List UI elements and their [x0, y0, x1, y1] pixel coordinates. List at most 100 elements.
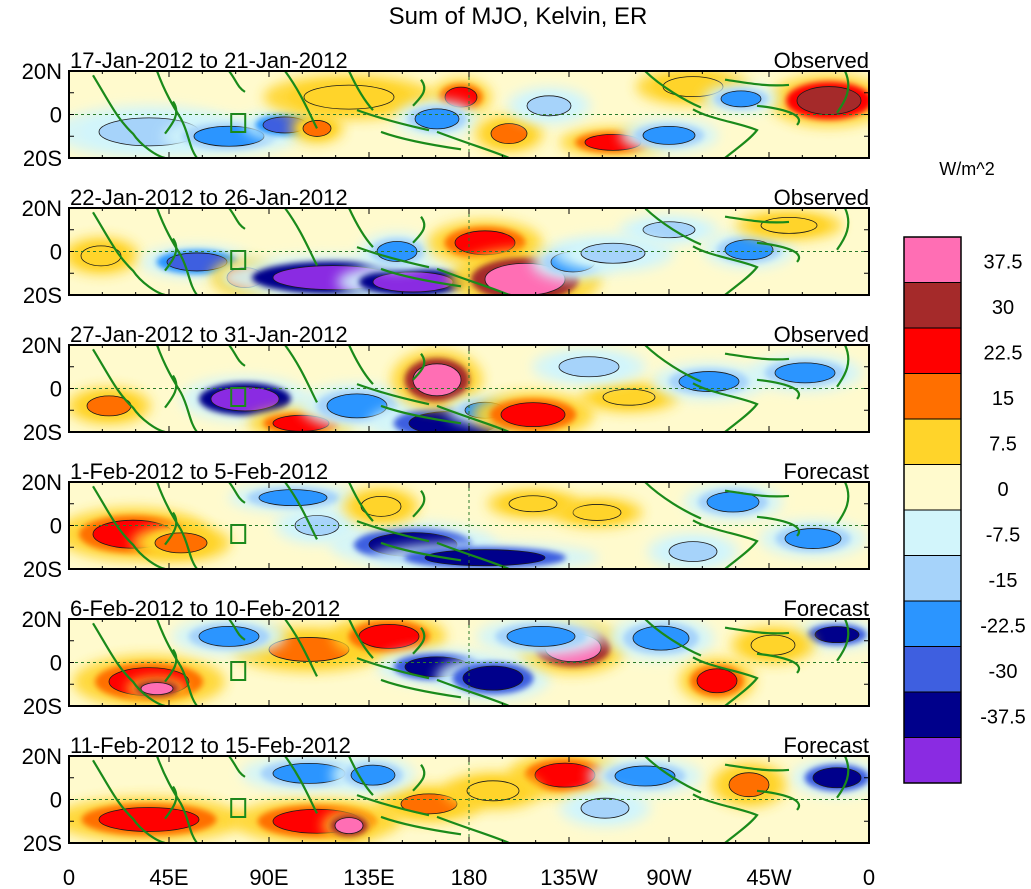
coastline — [157, 71, 197, 158]
colorbar-level: -37.5 — [980, 707, 1026, 729]
field-core — [572, 504, 622, 521]
field-core — [258, 489, 328, 507]
colorbar-level: 0 — [997, 479, 1008, 501]
coastline — [229, 619, 245, 640]
colorbar-swatch — [903, 737, 962, 784]
colorbar-swatch — [903, 555, 962, 602]
colorbar-level: -30 — [989, 661, 1018, 683]
field-core — [490, 123, 528, 145]
lon-label: 180 — [451, 865, 488, 889]
field-core — [500, 402, 566, 428]
coastline — [229, 71, 245, 92]
colorbar-unit: W/m^2 — [939, 159, 994, 179]
lon-label: 90E — [249, 865, 288, 889]
lon-label: 135E — [343, 865, 394, 889]
coastline — [349, 345, 373, 384]
coastline — [165, 238, 176, 270]
coastline — [413, 628, 424, 654]
field-core — [462, 665, 524, 691]
field-core — [414, 108, 460, 130]
colorbar-level: 22.5 — [984, 343, 1023, 365]
field-core — [642, 125, 696, 145]
lat-label: 20N — [22, 333, 62, 358]
colorbar-swatch — [903, 373, 962, 420]
field-core — [558, 356, 620, 378]
lat-label: 0 — [50, 240, 62, 265]
coastline — [645, 619, 701, 656]
coastline — [757, 791, 799, 810]
lon-label: 45E — [149, 865, 188, 889]
colorbar-swatch — [903, 600, 962, 647]
coastline — [93, 760, 165, 843]
coastline — [693, 520, 757, 569]
field-core — [580, 797, 630, 819]
colorbar-level: 15 — [992, 388, 1014, 410]
field-core — [198, 626, 260, 647]
field-core — [303, 84, 395, 110]
coastline — [285, 482, 317, 539]
lat-label: 0 — [50, 514, 62, 539]
colorbar-level: 30 — [992, 297, 1014, 319]
colorbar-level: -15 — [989, 570, 1018, 592]
lat-label: 0 — [50, 651, 62, 676]
coastline — [645, 71, 701, 108]
map-panel: 20N 0 20S 27-Jan-2012 to 31-Jan-2012 Observe… — [22, 322, 870, 445]
panel-date: 22-Jan-2012 to 26-Jan-2012 — [70, 185, 348, 210]
field-core — [506, 626, 576, 647]
field-core — [814, 626, 860, 644]
coastline — [757, 243, 799, 262]
lat-label: 20S — [23, 420, 62, 445]
field-core — [602, 388, 656, 406]
colorbar: W/m^2 37.5 30 22.5 15 7.5 0 -7.5 -15 -22.5 -30 -37… — [903, 159, 1026, 784]
coastline — [165, 649, 176, 681]
coastline — [757, 654, 799, 673]
coastline — [757, 106, 799, 125]
map-panel: 20N 0 20S 11-Feb-2012 to 15-Feb-2012 Forecas… — [22, 733, 870, 856]
field-core — [632, 625, 690, 651]
field-core — [750, 634, 796, 656]
coastline — [165, 375, 176, 407]
field-core — [668, 541, 718, 562]
coastline — [93, 623, 165, 706]
coastline — [157, 208, 197, 295]
coastline — [725, 80, 789, 86]
panel-date: 1-Feb-2012 to 5-Feb-2012 — [70, 459, 328, 484]
coastline — [381, 817, 461, 834]
field-core — [784, 528, 842, 549]
field-core — [728, 772, 770, 798]
field-core — [678, 371, 740, 392]
coastline — [413, 354, 424, 380]
coastline — [381, 132, 461, 149]
lon-label: 0 — [63, 865, 75, 889]
field-core — [642, 221, 696, 239]
coastline — [437, 543, 509, 569]
lon-label: 0 — [863, 865, 875, 889]
coastline — [757, 517, 799, 536]
coastline — [725, 354, 789, 360]
coastline — [757, 380, 799, 399]
panel-type: Forecast — [783, 459, 869, 484]
coastline — [413, 765, 424, 791]
coastline — [165, 512, 176, 544]
panel-date: 27-Jan-2012 to 31-Jan-2012 — [70, 322, 348, 347]
coastline — [413, 80, 424, 106]
coastline — [645, 756, 701, 793]
coastline — [93, 486, 165, 569]
field-core — [412, 363, 462, 397]
longitude-axis: 0 45E 90E 135E 180 135W 90W 45W 0 — [63, 865, 875, 889]
coastline — [357, 110, 429, 130]
coastline — [437, 269, 509, 295]
coastline — [645, 208, 701, 245]
coastline — [157, 345, 197, 432]
field-core — [358, 624, 420, 649]
coastline — [437, 406, 509, 432]
coastline — [93, 349, 165, 432]
map-panel: 20N 0 20S 22-Jan-2012 to 26-Jan-2012 Observe… — [22, 185, 870, 308]
coastline — [837, 71, 848, 113]
field-core — [696, 668, 738, 694]
colorbar-swatch — [903, 646, 962, 693]
coastline — [285, 619, 317, 676]
anomaly-field — [69, 619, 869, 706]
field-core — [534, 762, 596, 788]
